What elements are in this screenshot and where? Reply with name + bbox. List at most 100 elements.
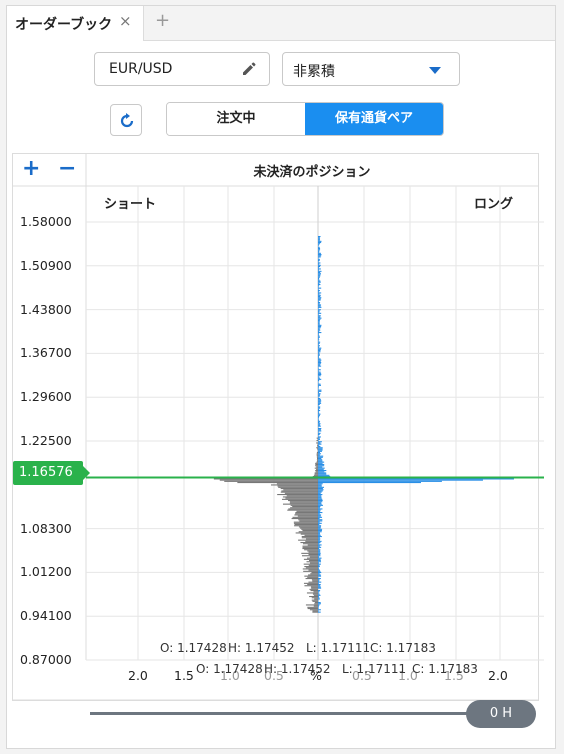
long-bar [318, 470, 327, 472]
long-bar [318, 598, 320, 600]
short-bar [303, 570, 318, 572]
long-bar [318, 294, 321, 296]
short-bar [305, 567, 318, 569]
long-bar [318, 356, 319, 358]
long-bar [318, 556, 320, 558]
short-bar [303, 563, 318, 565]
symbol-field[interactable]: EUR/USD [94, 52, 270, 86]
long-bar [318, 592, 319, 594]
long-bar [318, 395, 320, 397]
long-bar [318, 474, 330, 476]
time-slider-thumb[interactable]: 0 H [466, 700, 536, 728]
long-bar [318, 468, 324, 470]
long-bar [318, 262, 321, 264]
long-bar [318, 460, 323, 462]
close-icon[interactable]: × [119, 12, 132, 30]
short-bar [297, 515, 318, 517]
long-bar [318, 496, 322, 498]
long-bar [318, 413, 321, 415]
tab-orderbook[interactable]: オーダーブック × [7, 6, 144, 41]
long-bar [318, 366, 319, 368]
long-bar [318, 498, 323, 500]
long-bar [318, 274, 321, 276]
long-bar [318, 358, 321, 360]
short-bar [288, 508, 318, 510]
long-bar [318, 603, 321, 605]
long-bar [318, 449, 323, 451]
short-bar [317, 444, 318, 446]
zoom-out-button[interactable]: − [58, 156, 77, 181]
long-bar [318, 401, 321, 403]
long-bar [318, 573, 320, 575]
long-bar [318, 604, 320, 606]
long-bar [318, 472, 327, 474]
long-bar [318, 520, 323, 522]
long-bar [318, 516, 323, 518]
long-bar [318, 585, 321, 587]
long-bar [318, 581, 322, 583]
x-tick-long-1: 1.0 [398, 668, 418, 683]
long-bar [318, 260, 320, 262]
long-bar [318, 368, 319, 370]
mode-select[interactable]: 非累積 [282, 52, 460, 86]
view-toggle: 注文中 保有通貨ペア [166, 102, 444, 136]
long-bar [318, 492, 321, 494]
tab-pending-orders[interactable]: 注文中 [167, 103, 305, 135]
long-bar [318, 444, 320, 446]
short-bar [310, 586, 318, 588]
short-bar [307, 608, 318, 610]
long-bar [318, 454, 320, 456]
long-bar [318, 267, 320, 269]
zoom-in-button[interactable]: + [22, 156, 41, 181]
ohlc-close: C: 1.17183 [370, 641, 436, 655]
long-bar [318, 394, 321, 396]
add-tab-icon[interactable]: + [155, 10, 171, 31]
long-bar [318, 360, 321, 362]
long-bar [318, 292, 322, 294]
short-bar [286, 495, 318, 497]
long-bar [318, 605, 319, 607]
long-bar [318, 568, 319, 570]
long-bar [318, 428, 322, 430]
long-bar [318, 562, 319, 564]
long-bar [318, 446, 321, 448]
long-bar [318, 364, 321, 366]
long-bar [318, 387, 319, 389]
short-bar [301, 528, 318, 530]
long-bar [318, 485, 322, 487]
short-bar [313, 591, 318, 593]
refresh-button[interactable] [110, 104, 142, 136]
long-bar [318, 279, 320, 281]
tab-open-positions[interactable]: 保有通貨ペア [305, 103, 443, 135]
long-bar [318, 398, 321, 400]
long-bar [318, 497, 322, 499]
long-bar [318, 503, 322, 505]
long-bar [318, 544, 322, 546]
long-bar [318, 324, 322, 326]
long-bar [318, 396, 319, 398]
short-bar [317, 448, 318, 450]
long-bar [318, 419, 319, 421]
long-bar [318, 392, 319, 394]
short-bar [308, 581, 318, 583]
long-bar [318, 580, 320, 582]
pencil-icon[interactable] [241, 61, 257, 77]
long-bar [318, 570, 321, 572]
long-bar [318, 518, 320, 520]
short-bar [277, 485, 318, 487]
long-bar [318, 582, 319, 584]
time-slider-track[interactable] [90, 712, 476, 715]
long-bar [318, 285, 320, 287]
short-bar [311, 597, 318, 599]
long-bar [318, 263, 320, 265]
short-bar [290, 504, 318, 506]
long-bar [318, 416, 320, 418]
short-bar [307, 544, 318, 546]
short-bar [305, 538, 318, 540]
long-bar [318, 287, 322, 289]
short-bar [281, 490, 318, 492]
long-bar [318, 466, 323, 468]
short-bar [307, 576, 318, 578]
long-bar [318, 500, 323, 502]
current-price-badge: 1.16576 [13, 461, 90, 485]
